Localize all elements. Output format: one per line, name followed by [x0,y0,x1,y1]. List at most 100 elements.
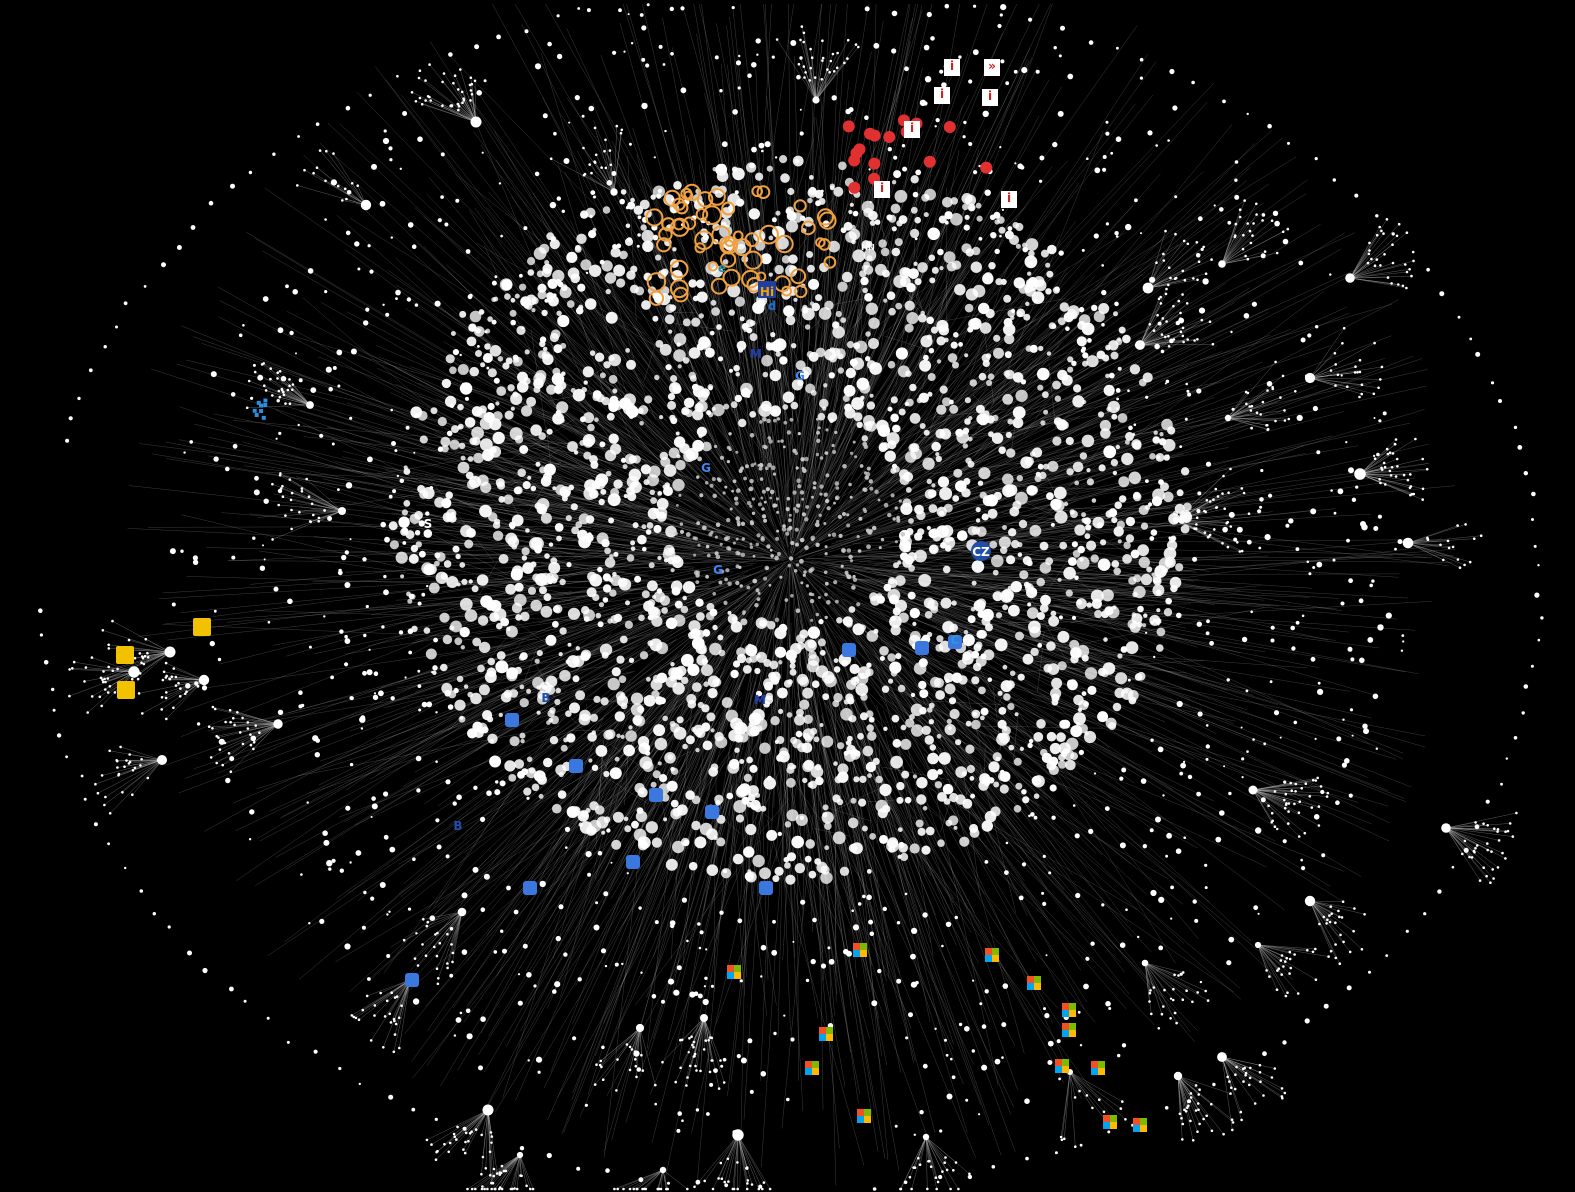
favicon-info[interactable]: i [950,59,954,73]
leaf-node [1102,1110,1106,1114]
favicon-info[interactable]: i [910,121,914,135]
hub-node[interactable] [128,666,140,678]
hub-node[interactable] [338,507,346,515]
hub-node[interactable] [1354,468,1366,480]
core-node [838,161,847,171]
hub-node[interactable] [659,1166,667,1174]
hub-node[interactable] [1304,895,1316,907]
core-node [583,487,597,500]
favicon-hn[interactable]: HN [861,243,874,252]
favicon-info[interactable]: i [1007,191,1011,205]
favicon-s[interactable]: S [734,723,743,737]
hub-node[interactable] [360,199,372,211]
core-node [769,489,775,495]
hub-node[interactable] [273,719,283,729]
hub-node[interactable] [457,907,467,917]
hub-node[interactable] [732,1129,744,1141]
core-node [637,705,645,714]
leaf-node [732,1187,736,1191]
core-node [1129,364,1141,375]
hub-node[interactable] [1254,941,1262,949]
hub-node[interactable] [610,188,618,196]
hub-node[interactable] [1141,959,1149,967]
leaf-node [312,171,315,175]
favicon-c[interactable]: C [951,633,960,647]
leaf-node [108,749,111,753]
hub-node[interactable] [157,755,167,765]
core-node [785,220,799,233]
hub-node[interactable] [635,1023,645,1033]
core-node [492,530,504,541]
favicon-info[interactable]: i [880,181,884,195]
hub-node[interactable] [1304,372,1316,384]
hub-node[interactable] [470,116,482,128]
leaf-node [345,197,348,201]
favicon-google[interactable]: G [713,563,723,577]
favicon-m[interactable]: M [754,693,766,707]
leaf-node [809,47,812,51]
outer-node [1044,1013,1050,1019]
leaf-node [1439,543,1442,547]
core-node [572,388,586,402]
hub-node[interactable] [1218,260,1226,268]
hub-node[interactable] [1217,1052,1227,1062]
core-node [986,379,993,387]
ring-node [556,14,560,18]
core-node [997,216,1005,224]
core-node [1090,589,1104,603]
favicon-forward[interactable]: » [988,59,996,73]
hub-node[interactable] [1345,273,1355,283]
favicon-s[interactable]: S [424,517,433,531]
favicon-google[interactable]: G [701,461,711,475]
hub-node[interactable] [812,96,820,104]
outer-node [417,136,423,142]
core-node [419,435,428,444]
core-node [1053,417,1063,426]
hub-node[interactable] [482,1104,494,1116]
favicon-d[interactable]: d [768,299,777,313]
favicon-google[interactable]: G [795,369,805,383]
favicon-m[interactable]: M [750,347,762,361]
hub-node[interactable] [922,1133,930,1141]
core-node [888,678,894,684]
ring-node [1191,80,1195,85]
leaf-node [160,708,163,711]
leaf-node [1336,373,1340,377]
core-node [1077,707,1083,712]
favicon-b[interactable]: B [453,819,462,833]
core-node [1009,670,1016,677]
core-node [607,493,621,507]
favicon-hi[interactable]: Hi [760,285,774,299]
windows-icon [1062,1023,1076,1037]
favicon-b[interactable]: B [541,691,550,705]
hub-node[interactable] [1248,785,1258,795]
favicon-info[interactable]: i [940,87,944,101]
hub-node[interactable] [1172,516,1180,524]
hub-node[interactable] [198,674,210,686]
hub-node[interactable] [1173,1071,1183,1081]
leaf-node [934,1176,938,1179]
core-node [601,538,610,548]
core-node [513,356,520,363]
hub-node[interactable] [1135,340,1145,350]
favicon-e[interactable]: e [718,261,726,275]
favicon-cz[interactable]: CZ [972,545,990,559]
hub-node[interactable] [164,646,176,658]
hub-node[interactable] [1142,282,1154,294]
leaf-node [123,765,126,768]
outer-node [581,114,585,118]
leaf-node [417,76,421,80]
hub-node[interactable] [700,1014,708,1022]
leaf-node [826,68,829,71]
hub-node[interactable] [1441,823,1451,833]
hub-node[interactable] [306,401,314,409]
core-node [732,853,744,865]
favicon-info[interactable]: i [988,89,992,103]
hub-node[interactable] [1224,414,1232,422]
core-node [846,679,857,690]
hub-node[interactable] [516,1151,524,1159]
ring-node [1469,337,1473,341]
hub-node[interactable] [1402,537,1414,549]
